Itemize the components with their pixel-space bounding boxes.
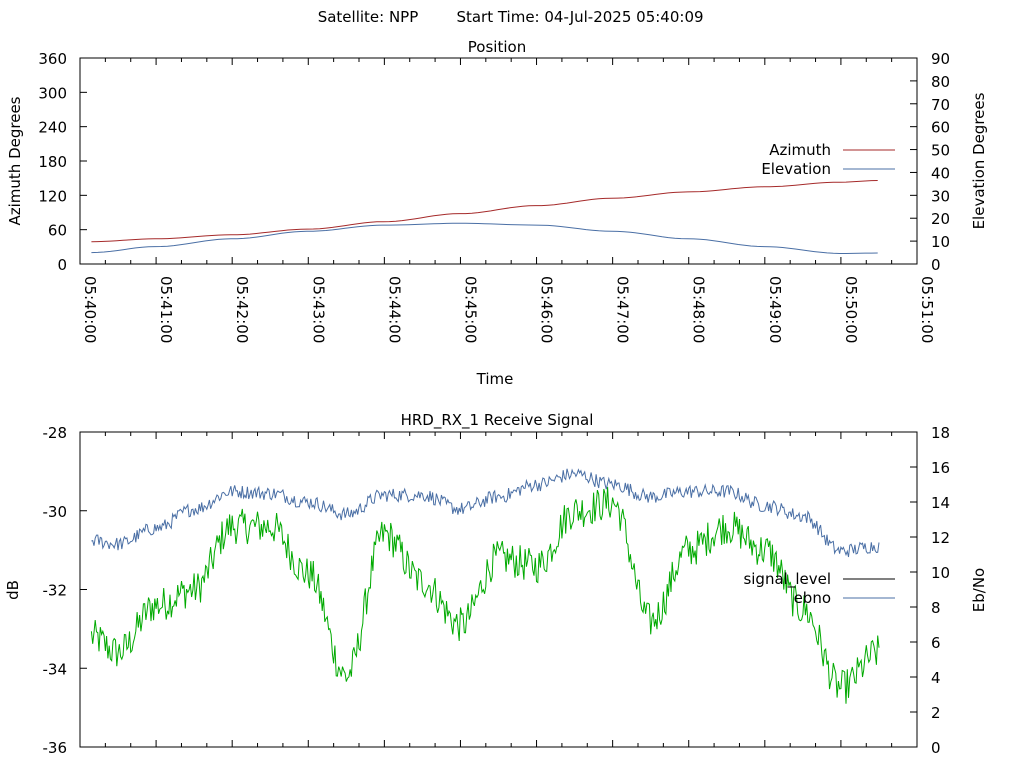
elevation-axis-label: Elevation Degrees <box>970 92 988 229</box>
y2-tick-label: 18 <box>931 424 950 442</box>
x-tick-label: 05:42:00 <box>233 276 251 343</box>
x-tick-label: 05:50:00 <box>842 276 860 343</box>
y2-tick-label: 30 <box>931 187 950 205</box>
y-tick-label: 240 <box>38 119 67 137</box>
y2-tick-label: 40 <box>931 164 950 182</box>
elevation-line <box>91 222 878 254</box>
y-tick-label: -32 <box>43 582 68 600</box>
y2-tick-label: 6 <box>931 634 941 652</box>
azimuth-line <box>91 180 878 243</box>
y-tick-label: 300 <box>38 84 67 102</box>
receive-signal-chart: HRD_RX_1 Receive Signal dB Eb/No -36 -34 -… <box>4 411 988 757</box>
receive-signal-chart-title: HRD_RX_1 Receive Signal <box>401 411 594 430</box>
x-tick-label: 05:44:00 <box>385 276 403 343</box>
x-tick-label: 05:40:00 <box>81 276 99 343</box>
y2-tick-label: 0 <box>931 256 941 274</box>
ebno-line <box>91 468 880 558</box>
y2-tick-label: 16 <box>931 459 950 477</box>
y2-tick-label: 2 <box>931 704 941 722</box>
y2-tick-label: 10 <box>931 233 950 251</box>
y2-tick-label: 12 <box>931 529 950 547</box>
x-tick-label: 05:45:00 <box>461 276 479 343</box>
azimuth-axis-label: Azimuth Degrees <box>6 96 24 225</box>
y2-tick-label: 70 <box>931 96 950 114</box>
y-tick-label: 60 <box>48 222 67 240</box>
y-tick-label: 0 <box>57 256 67 274</box>
legend-label-ebno: ebno <box>794 589 831 607</box>
db-axis-label: dB <box>4 580 22 600</box>
signal-level-line <box>90 486 880 704</box>
y2-tick-label: 50 <box>931 142 950 160</box>
y-tick-label: 360 <box>38 50 67 68</box>
y-tick-label: -28 <box>43 424 68 442</box>
legend-label-azimuth: Azimuth <box>769 141 831 159</box>
y-tick-label: 180 <box>38 153 67 171</box>
y-tick-label: 120 <box>38 187 67 205</box>
x-tick-label: 05:51:00 <box>918 276 936 343</box>
legend-label-signal-level: signal_level <box>743 570 831 589</box>
x-tick-label: 05:48:00 <box>690 276 708 343</box>
ebno-axis-label: Eb/No <box>970 568 988 612</box>
y2-tick-label: 80 <box>931 73 950 91</box>
y-tick-label: -34 <box>43 660 68 678</box>
x-tick-label: 05:49:00 <box>766 276 784 343</box>
y2-tick-label: 60 <box>931 119 950 137</box>
y2-tick-label: 0 <box>931 739 941 757</box>
start-time-label: Start Time: 04-Jul-2025 05:40:09 <box>456 8 703 26</box>
time-axis-label: Time <box>476 370 514 388</box>
y2-tick-label: 4 <box>931 669 941 687</box>
y2-tick-label: 20 <box>931 210 950 228</box>
position-chart: Position Azimuth Degrees Elevation Degre… <box>6 38 988 388</box>
x-tick-label: 05:41:00 <box>157 276 175 343</box>
x-tick-label: 05:47:00 <box>614 276 632 343</box>
y-tick-label: -36 <box>43 739 68 757</box>
x-tick-label: 05:43:00 <box>309 276 327 343</box>
y2-tick-label: 90 <box>931 50 950 68</box>
x-tick-label: 05:46:00 <box>538 276 556 343</box>
satellite-label: Satellite: NPP <box>318 8 419 26</box>
y2-tick-label: 8 <box>931 599 941 617</box>
y-tick-label: -30 <box>43 503 68 521</box>
y2-tick-label: 14 <box>931 494 950 512</box>
y2-tick-label: 10 <box>931 564 950 582</box>
legend-label-elevation: Elevation <box>761 160 831 178</box>
position-chart-title: Position <box>468 38 526 56</box>
